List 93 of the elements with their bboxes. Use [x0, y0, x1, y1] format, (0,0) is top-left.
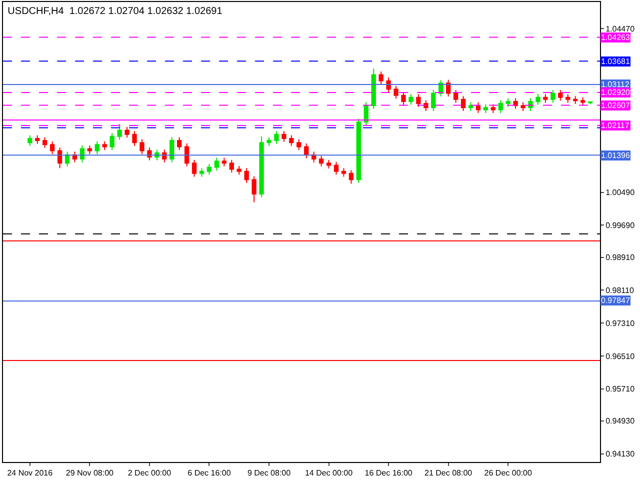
candlestick [102, 140, 107, 150]
candlestick [132, 130, 137, 146]
candlestick [483, 104, 488, 114]
candlestick [408, 94, 414, 106]
candlestick [386, 77, 391, 93]
candlestick [341, 168, 346, 178]
candlestick [274, 130, 279, 144]
x-tick-label: 21 Dec 08:00 [424, 468, 473, 478]
candlestick [566, 94, 570, 104]
x-tick-label: 26 Dec 00:00 [484, 468, 532, 478]
candlestick [170, 136, 174, 163]
candlestick [199, 168, 204, 178]
x-tick-label: 6 Dec 16:00 [188, 468, 232, 478]
candlestick [334, 161, 339, 176]
candlestick [28, 134, 32, 146]
candlestick [206, 163, 212, 176]
y-tick-label: 0.97310 [606, 318, 636, 328]
ref-line-label: 1.03112 [601, 80, 630, 89]
y-tick-label: 0.99690 [606, 221, 636, 230]
candlestick [192, 159, 197, 178]
candlestick [117, 124, 122, 140]
y-tick-label: 0.95710 [606, 384, 636, 394]
candlestick [177, 136, 182, 150]
candlestick [87, 144, 92, 155]
ref-line-label: 0.97847 [601, 296, 630, 305]
candlestick [498, 100, 503, 114]
candlestick [244, 168, 249, 184]
candlestick [318, 155, 324, 167]
candlestick [536, 94, 540, 106]
candlestick [394, 85, 398, 100]
candlestick [506, 98, 510, 108]
candlestick [356, 118, 361, 184]
candlestick [94, 140, 100, 155]
x-tick-label: 16 Dec 16:00 [364, 468, 413, 478]
candlestick [348, 170, 354, 184]
x-tick-label: 9 Dec 08:00 [247, 468, 292, 478]
candlestick [229, 159, 234, 174]
candlestick [110, 132, 114, 150]
ref-line-label: 1.01396 [601, 151, 630, 160]
candlestick [326, 159, 332, 169]
candlestick [520, 102, 526, 112]
candlestick [490, 104, 496, 114]
candlestick [222, 157, 226, 167]
candlestick [416, 94, 421, 108]
candlestick [378, 70, 384, 85]
candlestick [446, 79, 451, 98]
y-tick-label: 0.94930 [606, 416, 636, 426]
y-tick-label: 1.04470 [606, 24, 636, 34]
candlestick [453, 89, 458, 104]
x-tick-label: 14 Dec 00:00 [304, 468, 354, 478]
candlestick [431, 89, 436, 112]
candlestick [401, 92, 406, 106]
y-tick-label: 1.00490 [606, 188, 636, 198]
candlestick [259, 136, 264, 198]
ref-line-label: 1.04263 [601, 33, 630, 42]
x-tick-label: 24 Nov 2016 [7, 468, 54, 478]
x-tick-label: 29 Nov 08:00 [66, 468, 114, 478]
candlestick [236, 166, 242, 176]
x-tick-label: 2 Dec 00:00 [128, 468, 172, 478]
y-tick-label: 0.98910 [606, 253, 636, 262]
ref-line-label: 1.03681 [601, 57, 630, 66]
candlestick [468, 102, 474, 112]
candlestick [42, 136, 48, 148]
candlestick [550, 89, 556, 104]
ref-line-label: 1.02920 [601, 88, 630, 97]
candlestick [252, 176, 256, 203]
candlestick [371, 68, 376, 110]
y-tick-label: 0.98110 [606, 286, 634, 295]
candlestick [304, 142, 309, 159]
candlestick [289, 134, 294, 146]
candlestick [296, 138, 302, 150]
candlestick [57, 147, 62, 169]
candlestick [573, 96, 578, 104]
chart-title: USDCHF,H4 1.02672 1.02704 1.02632 1.02691 [8, 6, 223, 18]
candlestick [460, 96, 466, 112]
candlestick [513, 98, 518, 110]
candlestick [558, 89, 563, 102]
candlestick [124, 126, 130, 138]
candlestick [266, 136, 272, 146]
candlestick [184, 142, 190, 167]
ref-line-label: 1.02117 [601, 121, 630, 130]
ref-line-label: 1.02607 [601, 101, 630, 110]
candlestick [35, 134, 40, 144]
y-tick-label: 0.94130 [606, 450, 636, 459]
candlestick [282, 130, 286, 142]
y-tick-label: 0.96510 [606, 352, 636, 361]
candlestick [580, 96, 586, 106]
candlestick [140, 138, 144, 155]
candlestick [50, 140, 55, 155]
candlestick [214, 157, 220, 172]
candlestick [80, 144, 85, 163]
candlestick [424, 100, 428, 112]
candlestick [543, 94, 548, 104]
